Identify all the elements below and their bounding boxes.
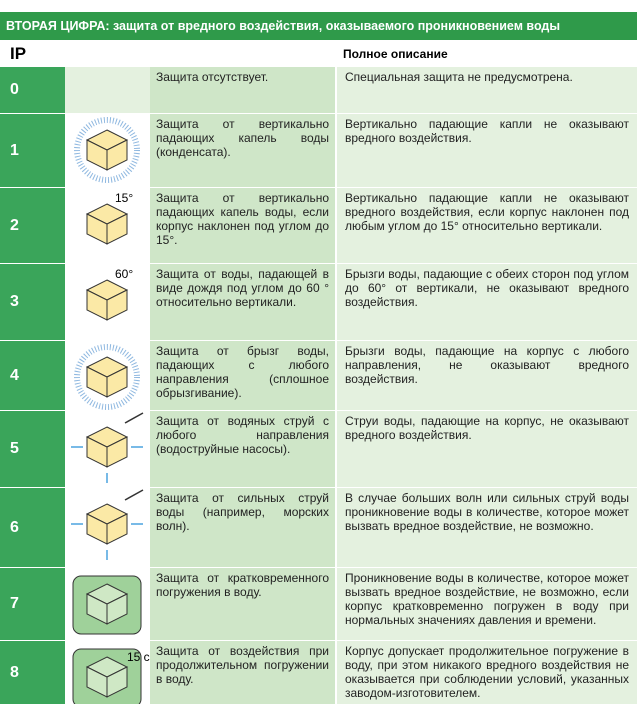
icon-cell bbox=[65, 411, 150, 487]
ip-number: 0 bbox=[0, 67, 65, 113]
cube-icon: 15° bbox=[85, 191, 133, 245]
cube-icon bbox=[72, 575, 142, 635]
icon-cell: 15° bbox=[65, 188, 150, 263]
full-description: В случае больших волн или сильных струй … bbox=[335, 488, 637, 567]
icon-cell: 15 см bbox=[65, 641, 158, 708]
full-description: Брызги воды, падающие с обеих сторон под… bbox=[335, 264, 637, 340]
full-description: Специальная защита не предусмотрена. bbox=[335, 67, 637, 113]
ip-number: 1 bbox=[0, 114, 65, 187]
short-description: Защита от сильных струй воды (например, … bbox=[150, 488, 335, 567]
icon-cell bbox=[65, 114, 150, 187]
water-dots bbox=[74, 117, 140, 183]
ip-number: 5 bbox=[0, 411, 65, 487]
short-description: Защита от кратковременного погружения в … bbox=[150, 568, 335, 640]
icon-cell bbox=[65, 341, 150, 410]
ip-number: 4 bbox=[0, 341, 65, 410]
ip-number: 6 bbox=[0, 488, 65, 567]
water-dots bbox=[74, 344, 140, 410]
table-row: 8 15 смЗащита от воздействия при продолжи… bbox=[0, 640, 637, 708]
full-description: Вертикально падающие капли не оказывают … bbox=[335, 188, 637, 263]
table-row: 2 15° Защита от вертикально падающих капел… bbox=[0, 187, 637, 263]
table-row: 5 Защита от водяных струй с любого направ… bbox=[0, 410, 637, 487]
cube-icon: 15 см bbox=[72, 648, 158, 708]
full-description: Корпус допускает продолжительное погруже… bbox=[335, 641, 637, 704]
full-description: Струи воды, падающие на корпус, не оказы… bbox=[335, 411, 637, 487]
full-description: Вертикально падающие капли не оказывают … bbox=[335, 114, 637, 187]
ip-number: 7 bbox=[0, 568, 65, 640]
short-description: Защита от водяных струй с любого направл… bbox=[150, 411, 335, 487]
cube-icon bbox=[74, 344, 140, 410]
header-title: ВТОРАЯ ЦИФРА: защита от вредного воздейс… bbox=[0, 12, 637, 40]
water-jets bbox=[71, 489, 144, 560]
table-row: 0 Защита отсутствует. Специальная защита н… bbox=[0, 66, 637, 113]
icon-label: 15° bbox=[115, 191, 133, 205]
ip-number: 3 bbox=[0, 264, 65, 340]
full-description: Проникновение воды в количестве, которое… bbox=[335, 568, 637, 640]
short-description: Защита от воды, падающей в виде дождя по… bbox=[150, 264, 335, 340]
ip-number: 2 bbox=[0, 188, 65, 263]
icon-label: 15 см bbox=[127, 650, 150, 664]
table-row: 6 Защита от сильных струй воды (например,… bbox=[0, 487, 637, 567]
cube-icon bbox=[71, 412, 144, 483]
table-row: 7 Защита от кратковременного погружения в… bbox=[0, 567, 637, 640]
icon-cell bbox=[65, 568, 150, 640]
table-row: 3 60° Защита от воды, падающей в виде дожд… bbox=[0, 263, 637, 340]
short-description: Защита от воздействия при продолжительно… bbox=[150, 641, 335, 704]
short-description: Защита от вертикально падающих капель во… bbox=[150, 114, 335, 187]
column-header: Полное описание bbox=[343, 47, 448, 61]
icon-cell: 60° bbox=[65, 264, 150, 340]
short-description: Защита от брызг воды, падающих с любого … bbox=[150, 341, 335, 410]
short-description: Защита отсутствует. bbox=[150, 67, 335, 113]
column-header: IP bbox=[10, 44, 27, 63]
table-row: 1 Защита от вертикально падающих капель в… bbox=[0, 113, 637, 187]
ip-number: 8 bbox=[0, 641, 65, 704]
icon-label: 60° bbox=[115, 267, 133, 281]
short-description: Защита от вертикально падающих капель во… bbox=[150, 188, 335, 263]
full-description: Брызги воды, падающие на корпус с любого… bbox=[335, 341, 637, 410]
cube-icon bbox=[74, 117, 140, 183]
table-row: 4 Защита от брызг воды, падающих с любого… bbox=[0, 340, 637, 410]
cube-icon: 60° bbox=[85, 267, 133, 321]
icon-cell bbox=[65, 67, 150, 113]
water-jets bbox=[71, 412, 144, 483]
icon-cell bbox=[65, 488, 150, 567]
cube-icon bbox=[71, 489, 144, 560]
